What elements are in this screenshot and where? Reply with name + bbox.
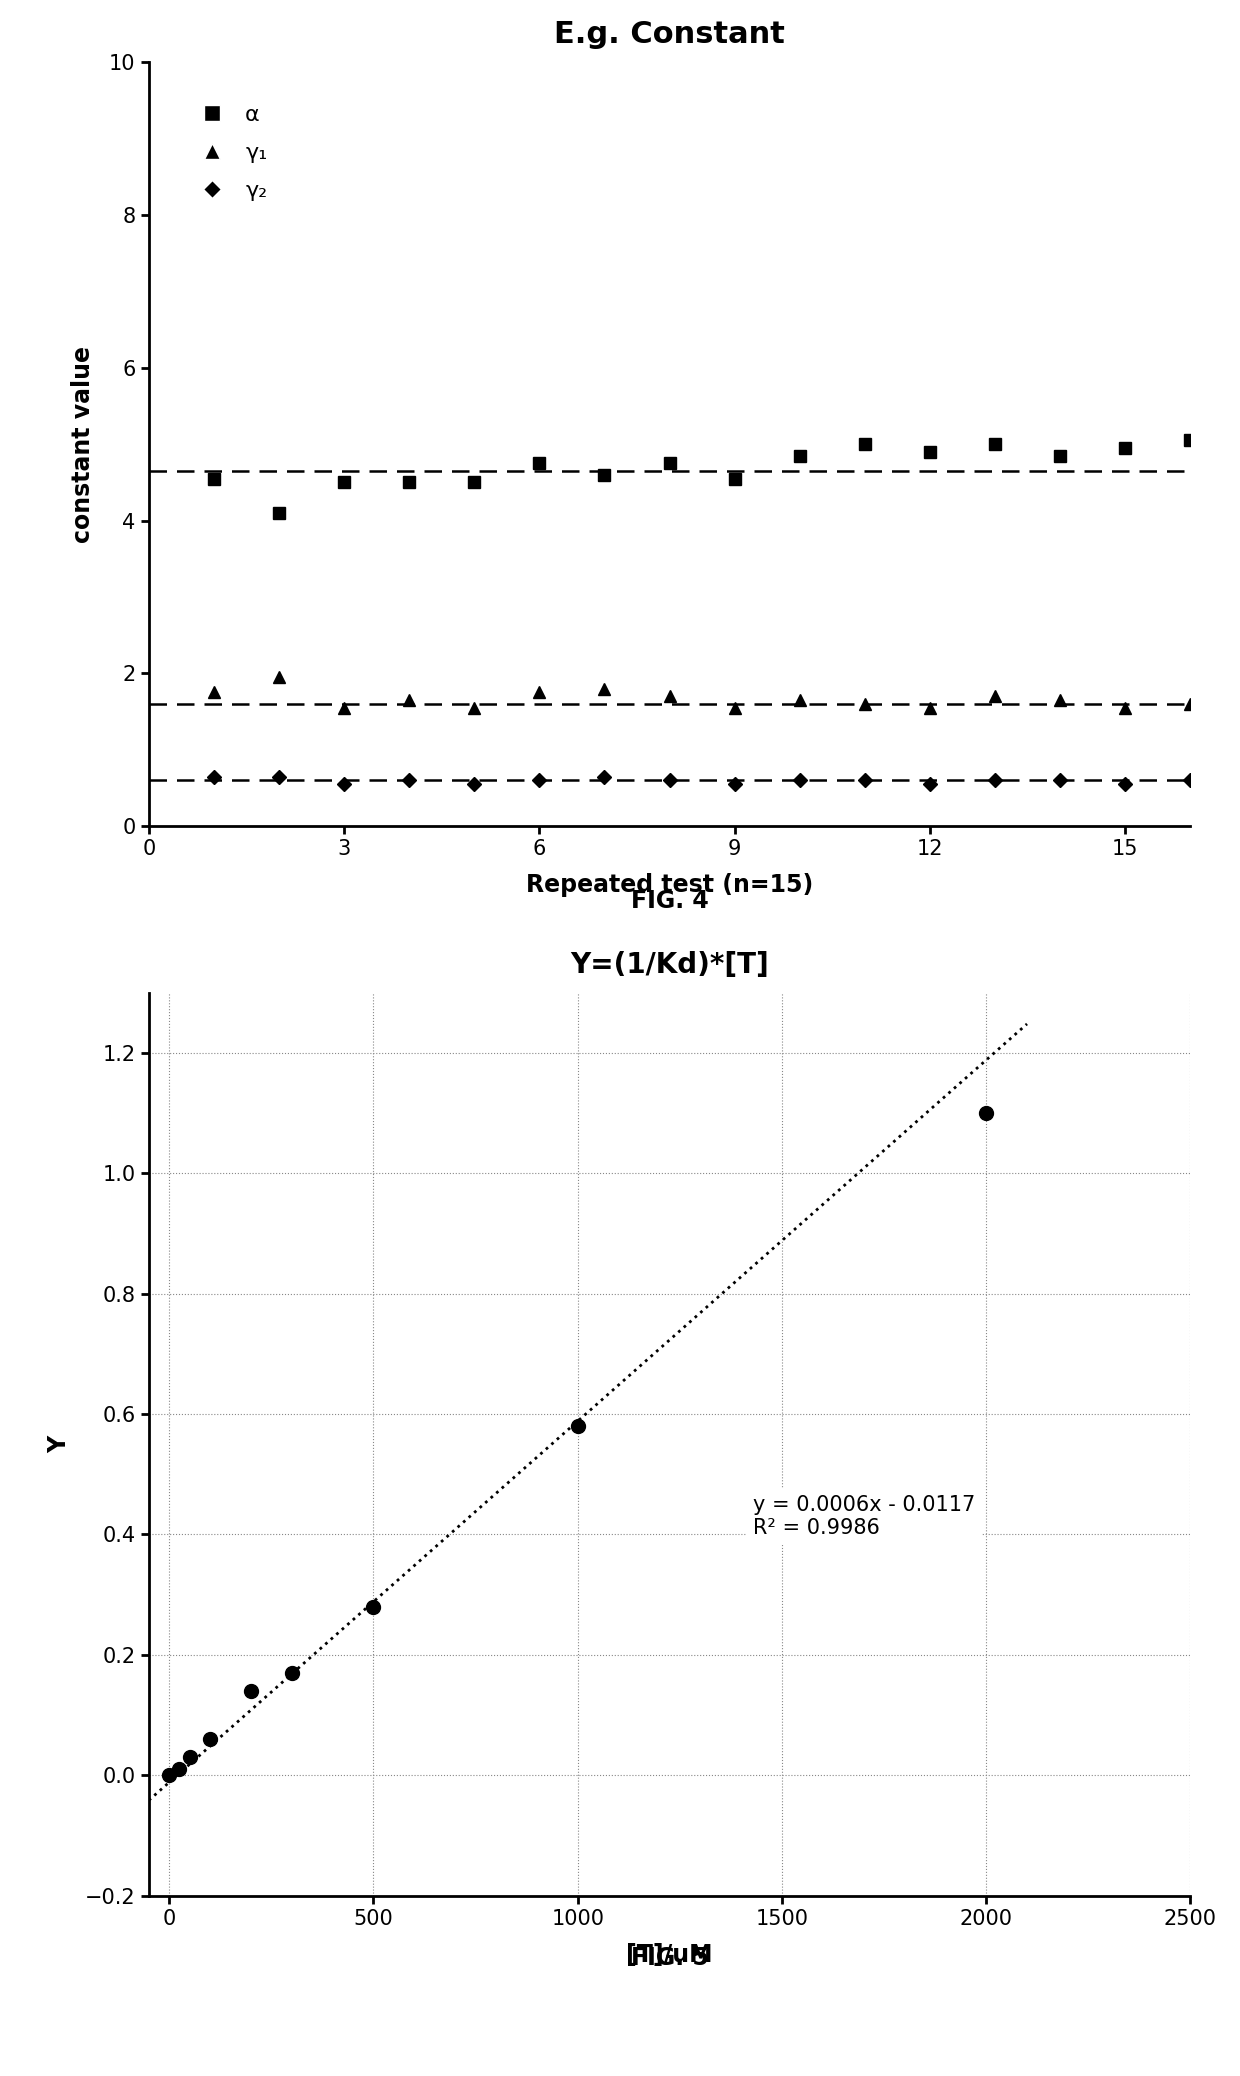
Y-axis label: constant value: constant value [71, 347, 95, 542]
Legend: α, γ₁, γ₂: α, γ₁, γ₂ [181, 95, 277, 210]
X-axis label: Repeated test (n=15): Repeated test (n=15) [526, 874, 813, 897]
X-axis label: [T]/uM: [T]/uM [626, 1943, 713, 1966]
Text: FIG. 5: FIG. 5 [631, 1945, 708, 1970]
Title: Y=(1/Kd)*[T]: Y=(1/Kd)*[T] [570, 951, 769, 980]
Title: E.g. Constant: E.g. Constant [554, 21, 785, 50]
Y-axis label: Y: Y [47, 1437, 71, 1453]
Text: FIG. 4: FIG. 4 [631, 889, 708, 913]
Text: y = 0.0006x - 0.0117
R² = 0.9986: y = 0.0006x - 0.0117 R² = 0.9986 [753, 1495, 975, 1538]
